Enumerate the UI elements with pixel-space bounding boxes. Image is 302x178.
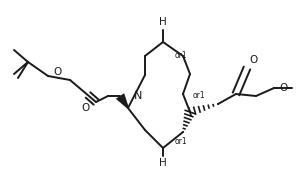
Text: N: N bbox=[134, 91, 142, 101]
Text: O: O bbox=[82, 103, 90, 113]
Text: O: O bbox=[250, 55, 258, 65]
Text: or1: or1 bbox=[193, 91, 206, 101]
Text: H: H bbox=[159, 17, 167, 27]
Text: or1: or1 bbox=[175, 51, 188, 61]
Text: O: O bbox=[53, 67, 61, 77]
Polygon shape bbox=[116, 93, 129, 109]
Text: O: O bbox=[279, 83, 287, 93]
Text: H: H bbox=[159, 158, 167, 168]
Text: or1: or1 bbox=[175, 137, 188, 146]
